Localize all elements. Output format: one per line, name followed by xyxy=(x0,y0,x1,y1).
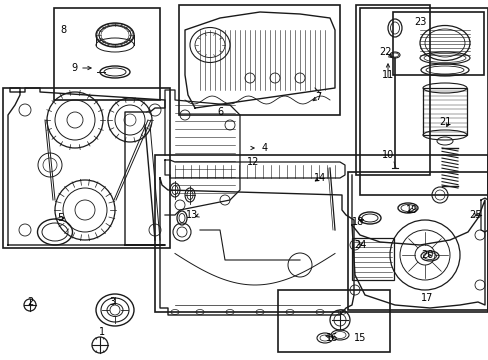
Text: 6: 6 xyxy=(217,107,223,117)
Text: 16: 16 xyxy=(325,333,337,343)
Text: 15: 15 xyxy=(353,333,366,343)
Text: 14: 14 xyxy=(313,173,325,183)
Text: 11: 11 xyxy=(381,70,393,80)
Bar xyxy=(155,155,487,312)
Text: 9: 9 xyxy=(71,63,77,73)
Bar xyxy=(422,88,466,135)
Bar xyxy=(179,5,339,115)
Text: 5: 5 xyxy=(57,213,63,223)
Text: 7: 7 xyxy=(314,92,321,102)
Bar xyxy=(3,88,170,248)
Text: 23: 23 xyxy=(413,17,426,27)
Bar xyxy=(278,290,389,352)
Text: 18: 18 xyxy=(351,217,364,227)
Text: 3: 3 xyxy=(109,297,115,307)
Bar xyxy=(347,172,487,310)
Text: 24: 24 xyxy=(353,240,366,250)
Bar xyxy=(359,8,487,195)
Text: 21: 21 xyxy=(438,117,450,127)
Text: 22: 22 xyxy=(378,47,390,57)
Text: 2: 2 xyxy=(27,297,33,307)
Bar xyxy=(392,12,483,75)
Text: 1: 1 xyxy=(99,327,105,337)
Text: 4: 4 xyxy=(262,143,267,153)
Text: 19: 19 xyxy=(405,205,417,215)
Text: 13: 13 xyxy=(185,210,198,220)
Text: 17: 17 xyxy=(420,293,432,303)
Text: 12: 12 xyxy=(246,157,259,167)
Bar xyxy=(54,8,160,100)
Bar xyxy=(351,238,393,280)
Bar xyxy=(355,5,429,175)
Text: 20: 20 xyxy=(420,250,432,260)
Text: 10: 10 xyxy=(381,150,393,160)
Text: 8: 8 xyxy=(60,25,66,35)
Text: 25: 25 xyxy=(468,210,480,220)
